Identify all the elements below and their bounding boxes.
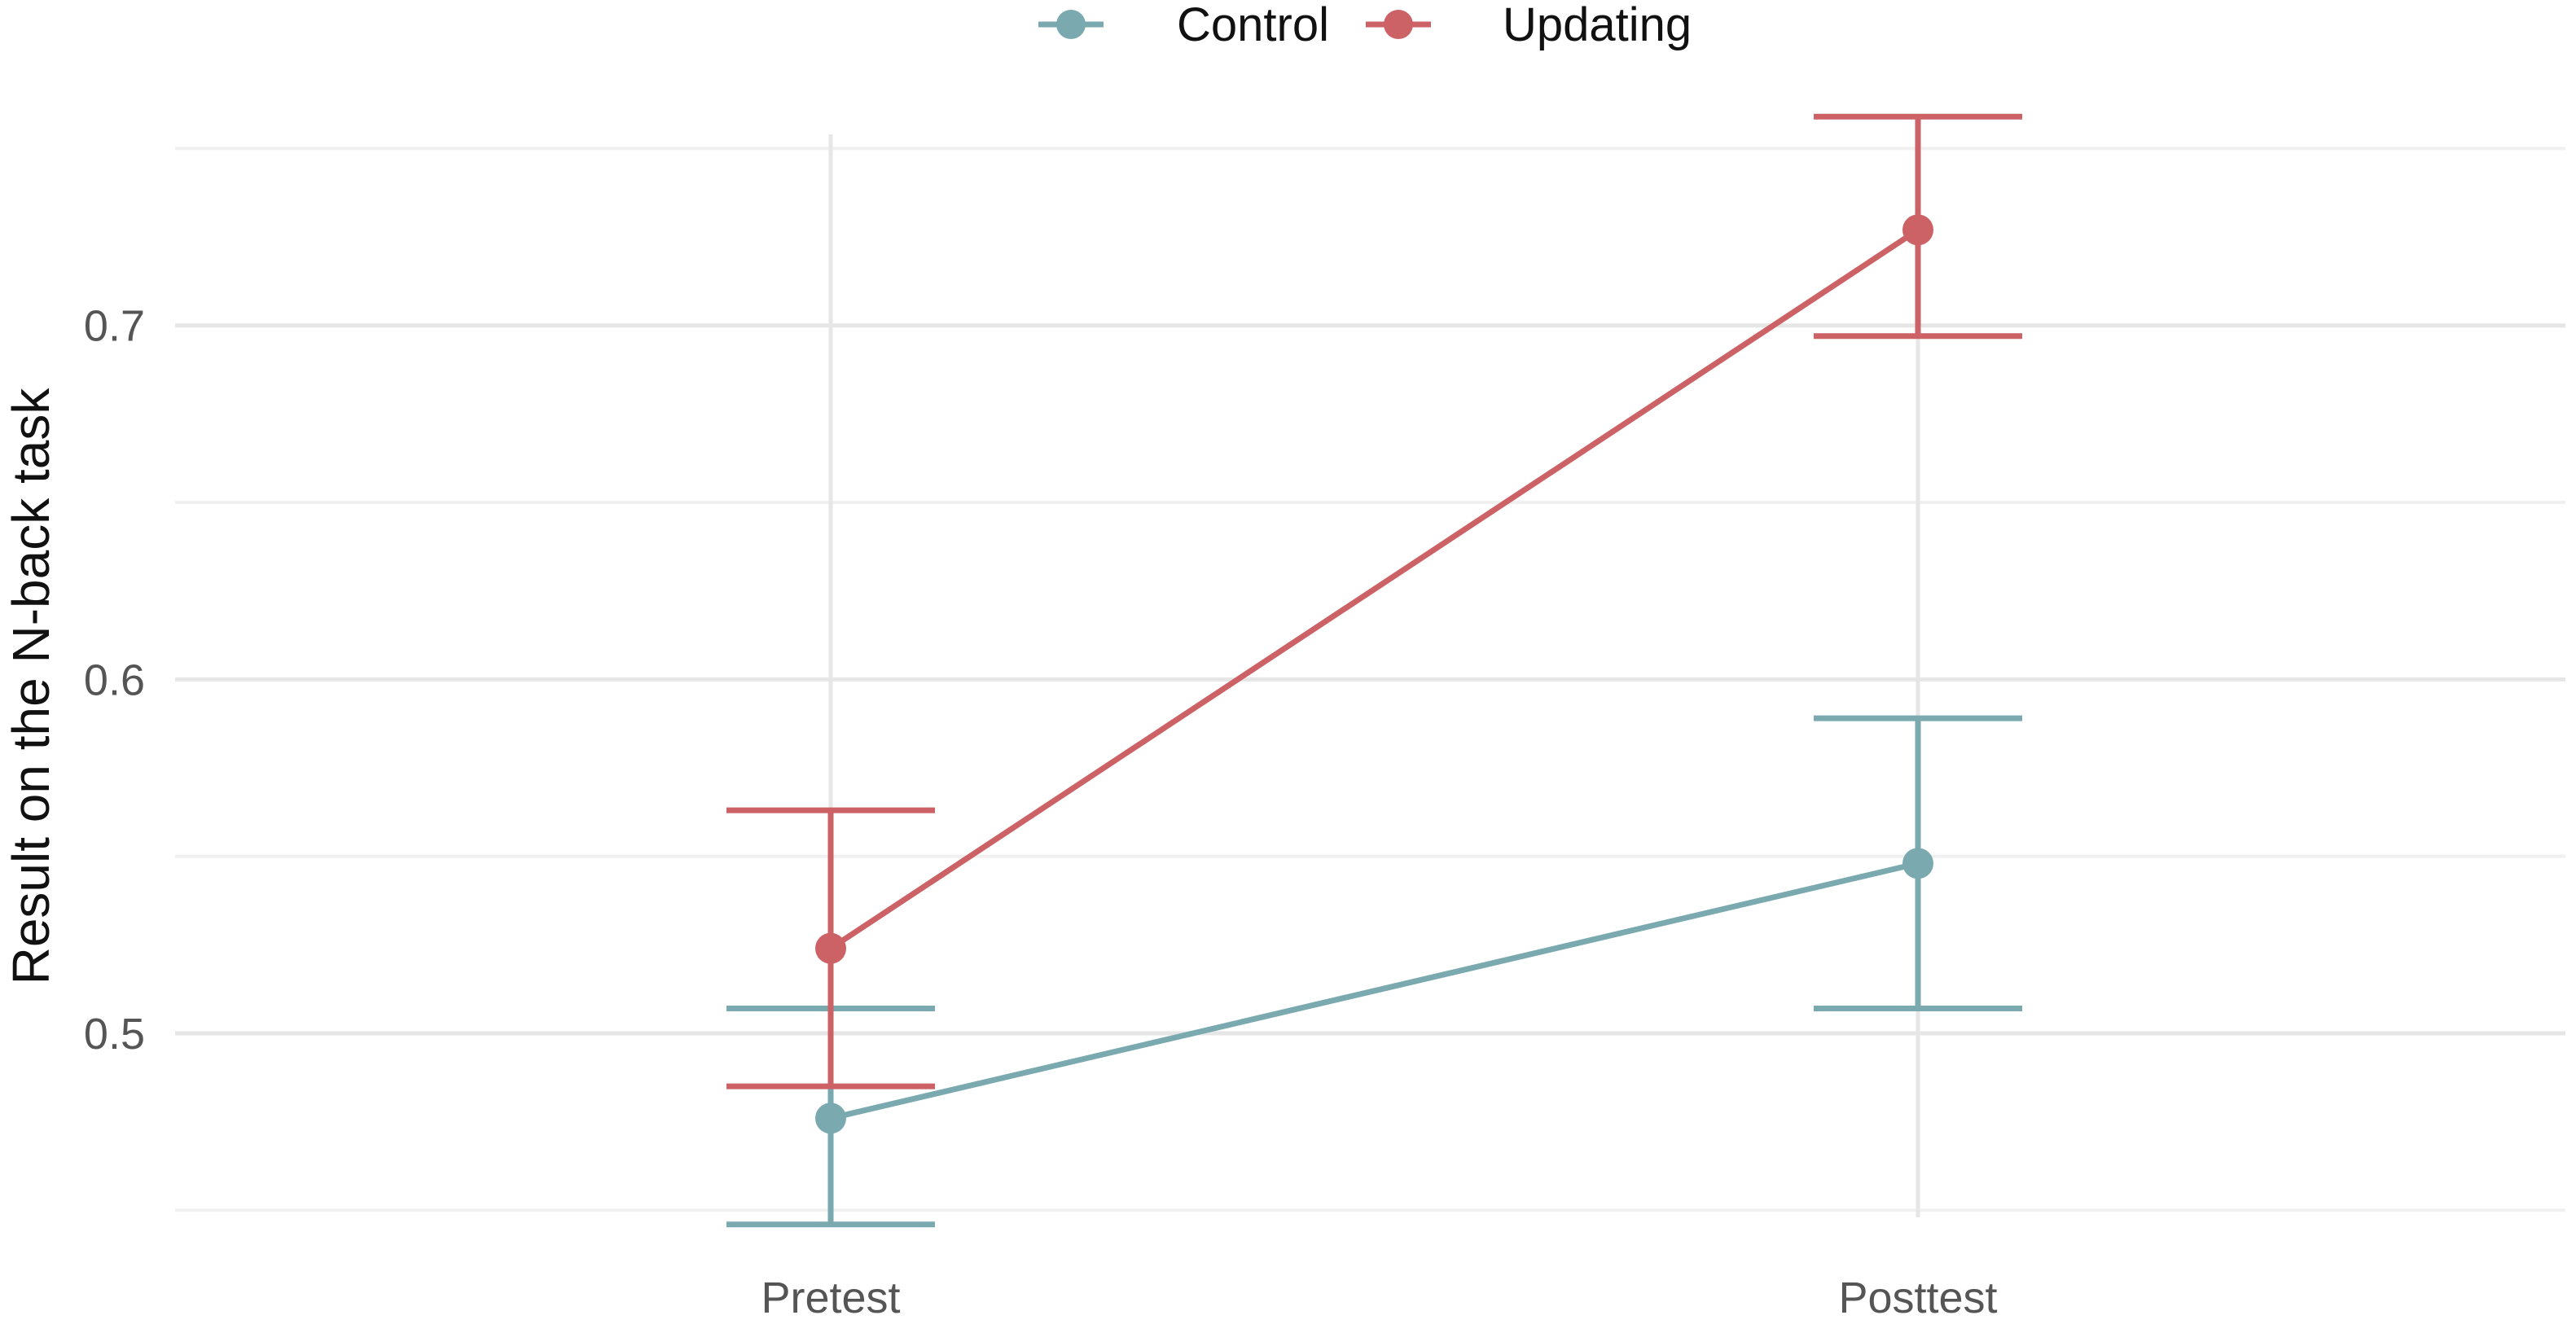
y-axis-title: Result on the N-back task [2, 388, 60, 985]
legend-label: Control [1177, 0, 1329, 51]
legend-item-control: Control [1038, 0, 1329, 51]
series-line [830, 860, 1919, 1121]
x-axis-ticks: Pretest Posttest [761, 1274, 1997, 1322]
legend-key-point [1056, 10, 1086, 39]
grid [175, 134, 2565, 1217]
x-tick-label: Posttest [1838, 1274, 1997, 1322]
data-point [1902, 214, 1933, 246]
y-axis-ticks: 0.5 0.6 0.7 [84, 302, 145, 1059]
legend-item-updating: Updating [1366, 0, 1692, 51]
y-tick-label: 0.6 [84, 655, 145, 704]
series-layer [726, 113, 2022, 1228]
x-tick-label: Pretest [761, 1274, 900, 1322]
legend-key-point [1384, 10, 1413, 39]
data-point [815, 932, 846, 964]
series-line [829, 227, 1920, 951]
series-control [726, 715, 2022, 1228]
y-tick-label: 0.7 [84, 302, 145, 351]
legend: Control Updating [1038, 0, 1692, 51]
y-tick-label: 0.5 [84, 1010, 145, 1059]
data-point [815, 1103, 846, 1134]
data-point [1902, 848, 1933, 879]
legend-label: Updating [1503, 0, 1692, 51]
series-updating [726, 113, 2022, 1089]
